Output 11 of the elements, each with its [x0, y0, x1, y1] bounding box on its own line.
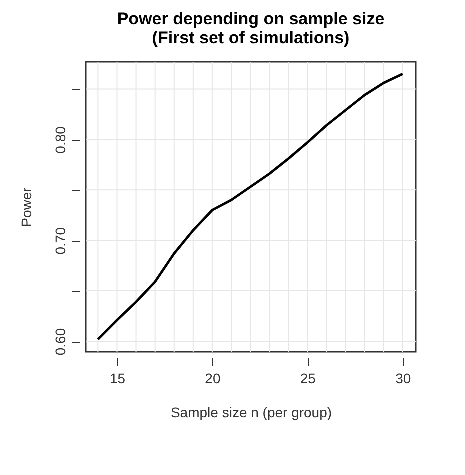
y-tick-label: 0.80 [52, 126, 68, 154]
x-tick-label: 15 [110, 370, 126, 386]
y-tick-label: 0.60 [52, 328, 68, 356]
y-tick-label: 0.70 [52, 227, 68, 255]
x-tick-label: 20 [205, 370, 221, 386]
chart-title: Power depending on sample size (First set of simulations) [117, 10, 385, 48]
x-tick-label: 25 [300, 370, 316, 386]
y-axis-title: Power [18, 187, 34, 228]
line-series [96, 72, 404, 341]
x-tick-label: 30 [396, 370, 412, 386]
x-axis-title: Sample size n (per group) [170, 404, 332, 420]
